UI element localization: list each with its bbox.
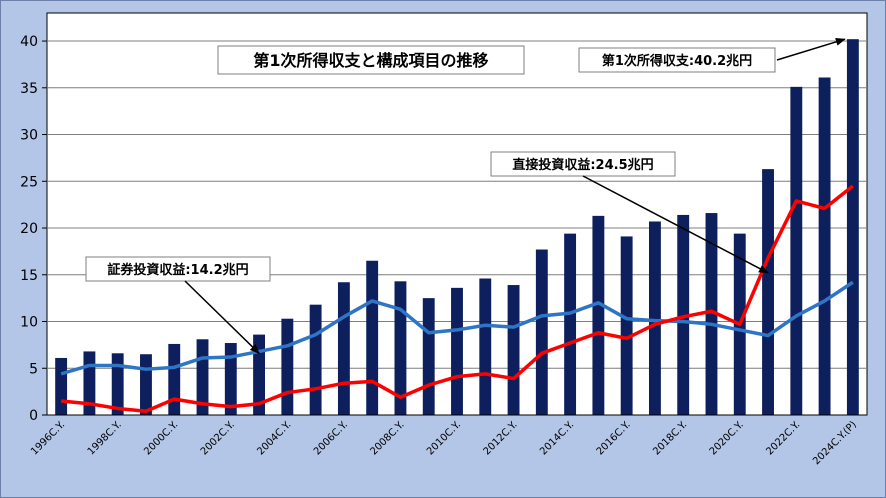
annotation-callout: 証券投資収益:14.2兆円 (85, 256, 271, 354)
bar (535, 249, 548, 415)
annotation-label: 第1次所得収支:40.2兆円 (602, 53, 752, 69)
bar (507, 285, 520, 415)
y-tick-label: 10 (20, 315, 38, 331)
bar (705, 213, 718, 415)
bar (309, 304, 322, 415)
bar (451, 287, 463, 415)
bar (253, 334, 266, 415)
y-tick-label: 0 (29, 408, 38, 424)
x-tick-label: 2018C.Y. (651, 419, 689, 457)
bar (366, 260, 379, 415)
bar (620, 236, 633, 415)
x-tick-label: 2008C.Y. (368, 419, 406, 457)
annotation-label: 証券投資収益:14.2兆円 (107, 262, 248, 278)
y-tick-label: 25 (20, 174, 38, 190)
x-tick-label: 2004C.Y. (255, 419, 293, 457)
bar (818, 77, 831, 416)
x-tick-label: 2014C.Y. (538, 419, 576, 457)
bar (762, 169, 774, 415)
annotation-arrow (184, 280, 260, 354)
annotation-arrow (582, 175, 769, 274)
x-tick-label: 2010C.Y. (425, 419, 463, 457)
bar (281, 318, 294, 415)
bar (55, 357, 68, 415)
line-series-red (60, 184, 854, 414)
bar (592, 215, 605, 415)
bar (394, 281, 407, 415)
bar (479, 278, 492, 415)
chart-title: 第1次所得収支と構成項目の推移 (217, 45, 525, 75)
x-tick-label: 2000C.Y. (142, 419, 180, 457)
y-tick-label: 20 (20, 221, 38, 237)
y-tick-label: 15 (20, 268, 38, 284)
chart-title-text: 第1次所得収支と構成項目の推移 (253, 51, 488, 70)
bar (422, 298, 435, 415)
bar (846, 39, 859, 415)
y-tick-label: 5 (29, 361, 38, 377)
annotation-box (578, 47, 776, 73)
bar (677, 214, 690, 415)
x-tick-label: 2024C.Y.(P) (811, 419, 859, 467)
bar (337, 282, 350, 415)
y-tick-label: 40 (20, 34, 38, 50)
bar (648, 221, 661, 415)
chart-title-box (217, 45, 525, 75)
annotation-label: 直接投資収益:24.5兆円 (512, 157, 653, 173)
bar (196, 339, 209, 415)
annotation-callout: 第1次所得収支:40.2兆円 (578, 37, 846, 73)
x-tick-label: 2020C.Y. (708, 419, 746, 457)
annotation-box (490, 151, 676, 177)
bar (111, 353, 124, 415)
annotation-box (85, 256, 271, 282)
bar (224, 343, 237, 415)
x-tick-label: 2006C.Y. (312, 419, 350, 457)
x-tick-label: 1996C.Y. (29, 419, 67, 457)
x-tick-label: 2022C.Y. (764, 419, 802, 457)
annotation-callout: 直接投資収益:24.5兆円 (490, 151, 769, 274)
y-tick-label: 30 (20, 128, 38, 144)
x-tick-label: 1998C.Y. (86, 419, 124, 457)
bar (564, 233, 577, 415)
bar (83, 351, 96, 415)
bar (140, 354, 152, 415)
x-tick-label: 2016C.Y. (595, 419, 633, 457)
y-tick-label: 35 (20, 81, 38, 97)
annotation-arrow (776, 37, 846, 61)
bar (790, 86, 803, 416)
line-series-blue (60, 280, 854, 376)
x-tick-label: 2012C.Y. (482, 419, 520, 457)
x-tick-label: 2002C.Y. (199, 419, 237, 457)
bar (168, 343, 181, 415)
